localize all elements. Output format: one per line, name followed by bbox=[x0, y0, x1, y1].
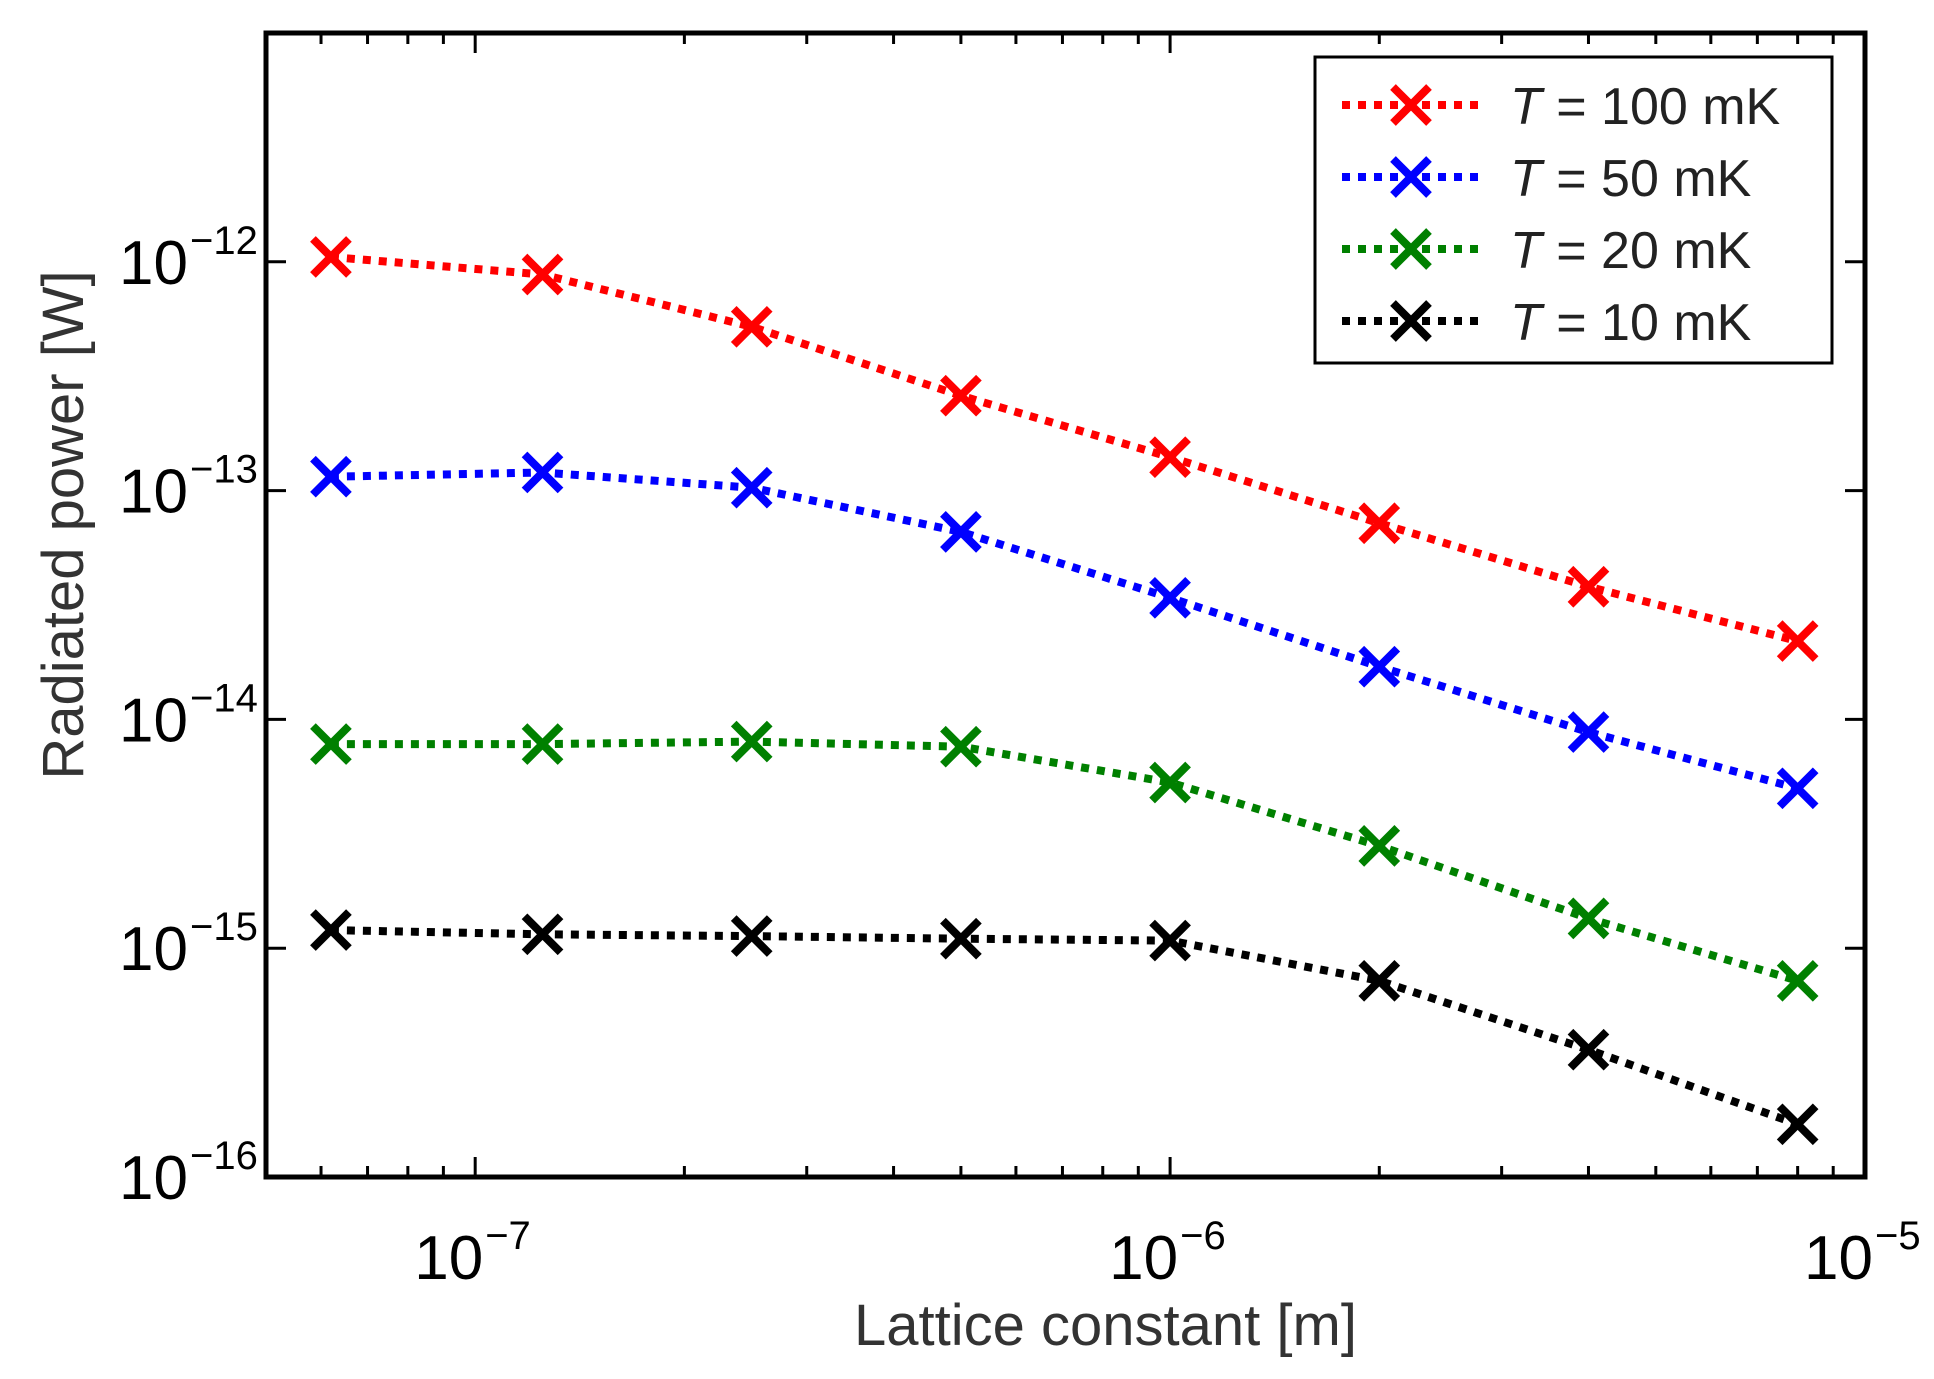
data-point bbox=[940, 917, 982, 960]
data-point bbox=[1358, 825, 1401, 867]
data-point bbox=[1567, 897, 1610, 940]
data-point bbox=[1776, 960, 1819, 1002]
y-tick-label: 10 −12 bbox=[119, 219, 258, 298]
data-point bbox=[1149, 436, 1191, 478]
x-tick-label: 10 −5 bbox=[1804, 1214, 1921, 1293]
y-tick-label-base: 10 bbox=[119, 458, 188, 527]
y-tick-label-exponent: −15 bbox=[190, 905, 258, 949]
series-3 bbox=[310, 720, 1819, 1002]
y-tick-label-base: 10 bbox=[119, 915, 188, 984]
data-point bbox=[940, 374, 982, 417]
data-point bbox=[940, 511, 982, 553]
data-point bbox=[1358, 960, 1401, 1002]
y-tick-label-base: 10 bbox=[119, 1144, 188, 1213]
y-tick-label-exponent: −13 bbox=[190, 448, 258, 492]
data-point bbox=[1567, 1028, 1610, 1071]
data-point bbox=[940, 725, 982, 768]
legend-label: T = 10 mK bbox=[1510, 294, 1752, 352]
legend-marker bbox=[1390, 84, 1432, 126]
y-tick-label-base: 10 bbox=[119, 229, 188, 298]
legend-label: T = 50 mK bbox=[1510, 150, 1752, 208]
data-point bbox=[310, 909, 352, 951]
data-point bbox=[310, 455, 352, 498]
legend-item: T = 20 mK bbox=[1342, 222, 1752, 280]
legend-marker bbox=[1390, 156, 1432, 198]
legend-label: T = 20 mK bbox=[1510, 222, 1752, 280]
x-tick-label-exponent: −5 bbox=[1875, 1214, 1921, 1258]
data-point bbox=[1776, 767, 1819, 810]
data-point bbox=[1776, 620, 1819, 662]
data-point bbox=[1358, 645, 1401, 688]
data-point bbox=[521, 723, 564, 765]
legend-label: T = 100 mK bbox=[1510, 78, 1781, 136]
y-tick-label-exponent: −16 bbox=[190, 1134, 258, 1178]
x-axis-label: Lattice constant [m] bbox=[854, 1293, 1357, 1358]
series-2 bbox=[310, 451, 1819, 810]
x-tick-label: 10 −7 bbox=[414, 1214, 531, 1293]
y-tick-label-exponent: −14 bbox=[190, 676, 258, 720]
data-point bbox=[730, 466, 773, 509]
data-point bbox=[730, 305, 773, 348]
legend-item: T = 100 mK bbox=[1342, 78, 1781, 136]
x-tick-label-exponent: −6 bbox=[1180, 1214, 1226, 1258]
legend-item: T = 10 mK bbox=[1342, 294, 1752, 352]
data-point bbox=[310, 723, 352, 765]
y-axis-label: Radiated power [W] bbox=[31, 270, 96, 779]
series-line bbox=[330, 737, 1799, 985]
data-point bbox=[521, 451, 564, 494]
x-tick-label-base: 10 bbox=[1804, 1224, 1873, 1293]
y-tick-label: 10 −13 bbox=[119, 448, 258, 527]
legend-marker bbox=[1390, 228, 1432, 270]
data-point bbox=[730, 915, 773, 957]
series-line bbox=[330, 926, 1800, 1129]
y-tick-label: 10 −16 bbox=[119, 1134, 258, 1213]
x-tick-label-exponent: −7 bbox=[485, 1214, 531, 1258]
x-tick-label-base: 10 bbox=[1109, 1224, 1178, 1293]
y-tick-label-base: 10 bbox=[119, 686, 188, 755]
legend-item: T = 50 mK bbox=[1342, 150, 1752, 208]
y-tick-label: 10 −15 bbox=[119, 905, 258, 984]
data-point bbox=[1358, 502, 1401, 545]
data-point bbox=[310, 236, 352, 278]
x-tick-label: 10 −6 bbox=[1109, 1214, 1226, 1293]
data-point bbox=[730, 720, 773, 763]
data-point bbox=[1776, 1103, 1819, 1146]
series-layer bbox=[310, 236, 1819, 1146]
data-point bbox=[521, 253, 564, 296]
series-4 bbox=[310, 909, 1819, 1146]
data-point bbox=[1567, 565, 1610, 608]
legend-marker bbox=[1390, 300, 1432, 342]
data-point bbox=[1149, 919, 1191, 962]
y-tick-label: 10 −14 bbox=[119, 676, 258, 755]
legend: T = 100 mK T = 50 mK T = 20 mK T = 10 mK bbox=[1313, 55, 1834, 365]
y-tick-label-exponent: −12 bbox=[190, 219, 258, 263]
series-line bbox=[330, 253, 1799, 645]
data-point bbox=[1149, 576, 1191, 619]
x-tick-label-base: 10 bbox=[414, 1224, 483, 1293]
data-point bbox=[521, 913, 564, 956]
series-line bbox=[330, 468, 1799, 793]
plot-frame bbox=[263, 30, 1868, 1180]
data-point bbox=[1149, 761, 1191, 804]
series-1 bbox=[310, 236, 1819, 662]
data-point bbox=[1567, 711, 1610, 753]
